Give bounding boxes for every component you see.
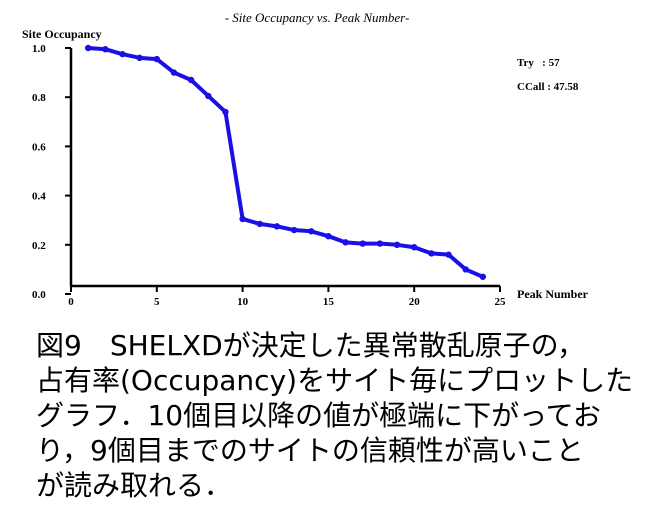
- data-point: [170, 69, 178, 76]
- y-tick-label: 0.6: [32, 141, 46, 153]
- ccall-annotation: CCall : 47.58: [517, 81, 579, 93]
- x-tick-label: 5: [154, 296, 160, 308]
- try-annotation: Try : 57: [517, 57, 560, 69]
- y-tick-label: 0.2: [32, 240, 46, 252]
- caption-line: 占有率(Occupancy)をサイト毎にプロットした: [36, 364, 634, 397]
- y-tick-label: 0.4: [32, 191, 46, 203]
- data-point: [325, 232, 332, 240]
- data-point: [119, 50, 126, 58]
- y-tick-label: 0.0: [32, 289, 46, 301]
- data-point: [479, 273, 487, 280]
- data-point: [239, 215, 246, 223]
- caption-line: 図9 SHELXDが決定した異常散乱原子の，: [36, 329, 585, 362]
- data-point: [205, 92, 212, 100]
- chart-title: - Site Occupancy vs. Peak Number-: [225, 10, 410, 25]
- data-point: [393, 241, 401, 248]
- caption-line: が読み取れる．: [36, 469, 233, 502]
- data-point: [84, 44, 92, 52]
- data-point: [222, 108, 229, 116]
- data-point: [428, 250, 435, 257]
- figure-caption: 図9 SHELXDが決定した異常散乱原子の， 占有率(Occupancy)をサイ…: [36, 328, 642, 503]
- occupancy-series-line: [86, 46, 485, 279]
- x-tick-label: 25: [495, 296, 507, 308]
- data-point: [359, 240, 366, 247]
- y-axis-label: Site Occupancy: [22, 27, 102, 41]
- data-point: [136, 54, 143, 62]
- caption-line: グラフ．10個目以降の値が極端に下がってお: [36, 399, 601, 432]
- data-point: [256, 220, 263, 228]
- data-point: [342, 239, 349, 246]
- data-point: [153, 55, 160, 63]
- x-tick-label: 10: [237, 296, 249, 308]
- y-tick-label: 1.0: [32, 43, 46, 55]
- data-point: [102, 46, 109, 53]
- occupancy-chart: - Site Occupancy vs. Peak Number- Site O…: [22, 10, 589, 308]
- data-point: [411, 244, 418, 251]
- data-point: [462, 266, 469, 273]
- data-point: [290, 226, 298, 234]
- x-tick-label: 0: [68, 296, 74, 308]
- data-point: [308, 228, 315, 235]
- y-tick-label: 0.8: [32, 92, 46, 104]
- data-point: [376, 240, 384, 247]
- data-point: [273, 223, 281, 230]
- x-tick-label: 20: [409, 296, 421, 308]
- caption-line: り，9個目までのサイトの信頼性が高いこと: [36, 434, 584, 467]
- data-point: [445, 251, 452, 258]
- x-axis-label: Peak Number: [517, 287, 589, 301]
- data-point: [187, 76, 195, 84]
- x-tick-label: 15: [323, 296, 335, 308]
